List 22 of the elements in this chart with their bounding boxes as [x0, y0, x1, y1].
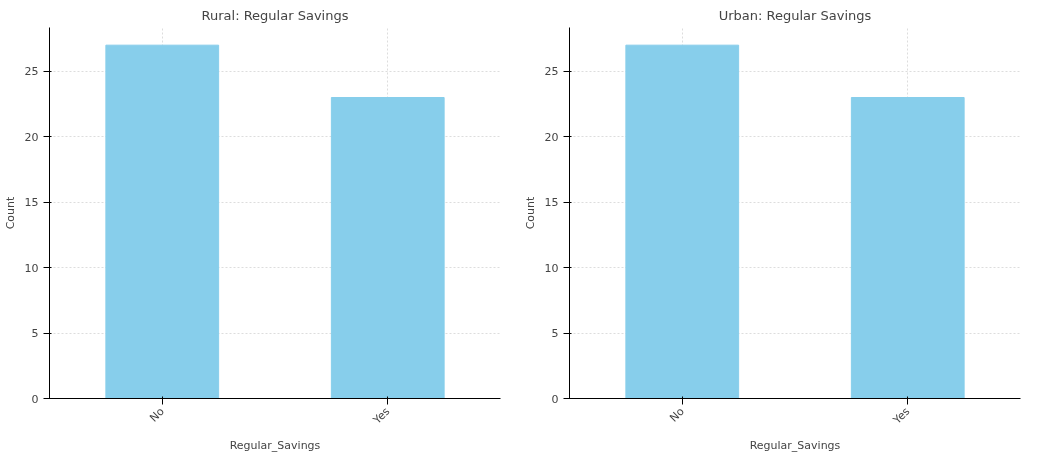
y-tick-label: 15: [544, 196, 559, 210]
x-tick-label: Yes: [889, 404, 913, 428]
y-axis-title: Count: [523, 195, 537, 230]
chart-title: Urban: Regular Savings: [718, 7, 872, 23]
x-tick-label: No: [147, 404, 168, 425]
x-tick-label: No: [667, 404, 688, 425]
y-tick-label: 25: [24, 65, 39, 79]
x-axis-title: Regular_Savings: [229, 439, 321, 453]
y-tick-label: 25: [544, 65, 559, 79]
y-tick-label: 0: [551, 392, 559, 406]
y-tick-label: 0: [31, 392, 39, 406]
y-axis-title: Count: [3, 195, 17, 230]
y-tick-label: 10: [544, 261, 559, 275]
y-tick-label: 20: [24, 130, 39, 144]
y-tick-label: 5: [31, 327, 39, 341]
x-tick-label: Yes: [369, 404, 393, 428]
y-tick-label: 10: [24, 261, 39, 275]
y-tick-label: 5: [551, 327, 559, 341]
y-tick-label: 20: [544, 130, 559, 144]
chart-title: Rural: Regular Savings: [201, 7, 349, 23]
x-axis-title: Regular_Savings: [749, 439, 841, 453]
y-tick-label: 15: [24, 196, 39, 210]
